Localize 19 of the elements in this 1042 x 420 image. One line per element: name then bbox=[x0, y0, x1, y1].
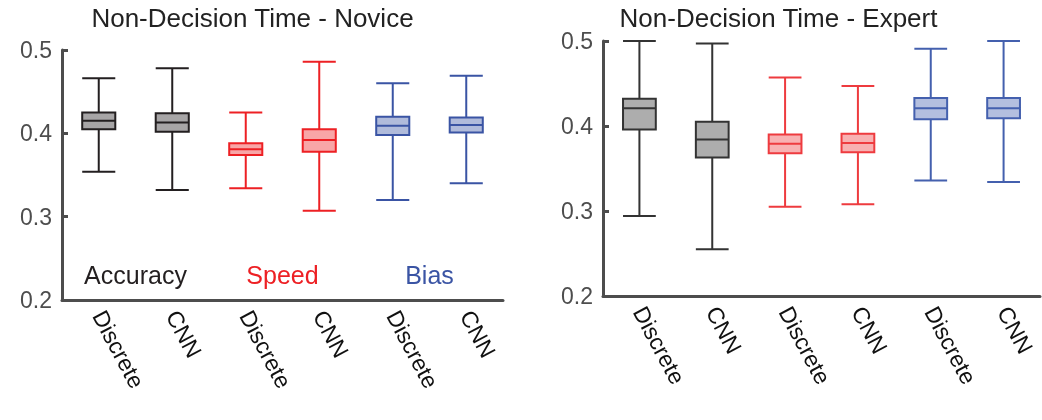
y-tick-label: 0.4 bbox=[561, 113, 594, 139]
x-tick-label: CNN bbox=[992, 301, 1039, 359]
chart-title: Non-Decision Time - Expert bbox=[619, 3, 939, 33]
chart-title: Non-Decision Time - Novice bbox=[91, 3, 414, 33]
x-tick-label: CNN bbox=[700, 301, 748, 359]
y-tick-label: 0.4 bbox=[20, 120, 53, 147]
y-tick-label: 0.5 bbox=[561, 28, 593, 54]
x-tick-label: CNN bbox=[846, 301, 893, 359]
y-tick-label: 0.3 bbox=[561, 198, 593, 224]
x-tick-label: CNN bbox=[160, 305, 208, 363]
text: Bias bbox=[405, 261, 454, 289]
text: Accuracy bbox=[84, 261, 188, 289]
y-tick-label: 0.3 bbox=[20, 203, 52, 230]
y-tick-label: 0.5 bbox=[20, 37, 52, 63]
y-tick-label: 0.2 bbox=[561, 283, 593, 309]
text: Speed bbox=[246, 261, 319, 289]
x-tick-label: CNN bbox=[454, 305, 502, 363]
x-tick-label: CNN bbox=[307, 305, 355, 363]
y-tick-label: 0.2 bbox=[20, 287, 52, 313]
